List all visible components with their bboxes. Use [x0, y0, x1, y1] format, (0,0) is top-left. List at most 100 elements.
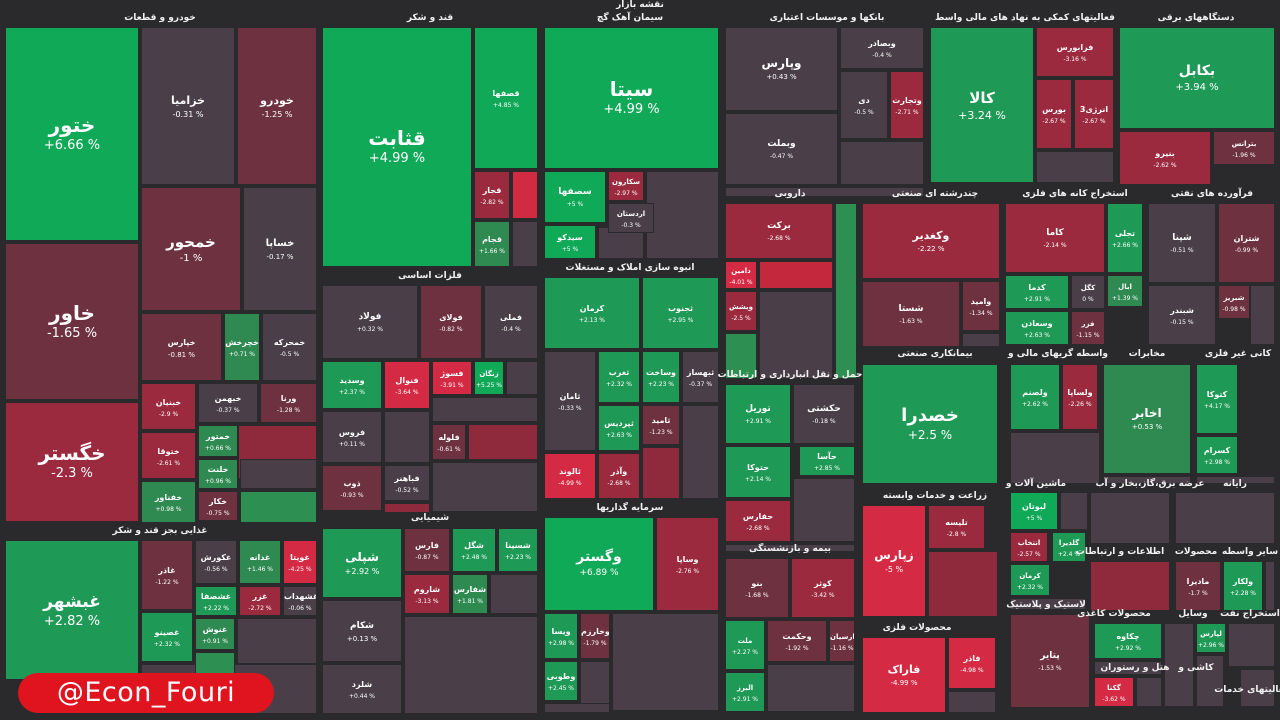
stock-tile[interactable]: وسعادن +2.63 % [1005, 311, 1069, 345]
stock-tile[interactable]: زنگان +5.25 % [474, 361, 504, 395]
market-tile-filler[interactable] [759, 291, 833, 379]
stock-tile[interactable]: خساپا -0.17 % [243, 187, 317, 311]
market-tile-filler[interactable] [725, 333, 757, 379]
stock-tile[interactable]: غبشهر +2.82 % [5, 540, 139, 680]
stock-tile[interactable]: ثاميد -1.23 % [642, 405, 680, 445]
market-tile-filler[interactable] [468, 424, 538, 460]
stock-tile[interactable]: غدانه +1.46 % [239, 540, 281, 584]
market-tile-filler[interactable] [642, 447, 680, 499]
market-tile-filler[interactable] [725, 187, 924, 197]
stock-tile[interactable]: ورنا -1.28 % [260, 383, 317, 423]
market-tile-filler[interactable] [240, 491, 317, 523]
stock-tile[interactable]: شپلی +2.92 % [322, 528, 402, 598]
market-tile-filler[interactable] [237, 618, 317, 664]
stock-tile[interactable]: وخارزم -1.79 % [580, 613, 610, 659]
stock-tile[interactable]: حکشتی -0.18 % [793, 384, 855, 444]
stock-tile[interactable]: لبوتان +5 % [1010, 492, 1058, 530]
market-tile-filler[interactable] [490, 574, 538, 614]
market-tile-filler[interactable] [793, 478, 855, 542]
market-tile-filler[interactable] [1228, 623, 1275, 667]
stock-tile[interactable]: وکغدیر -2.22 % [862, 203, 1000, 279]
stock-tile[interactable]: کرمان +2.32 % [1010, 564, 1050, 596]
stock-tile[interactable]: غشصفا +2.22 % [195, 586, 237, 616]
market-tile-filler[interactable] [1090, 492, 1170, 544]
stock-tile[interactable]: خمحور -1 % [141, 187, 241, 311]
stock-tile[interactable]: پارسیان -1.16 % [829, 620, 855, 662]
stock-tile[interactable]: شبریز -0.98 % [1218, 285, 1250, 319]
stock-tile[interactable]: وطوبی +2.45 % [544, 661, 578, 701]
stock-tile[interactable]: غویتا -4.25 % [283, 540, 317, 584]
stock-tile[interactable]: غنوش +0.91 % [195, 618, 235, 650]
stock-tile[interactable]: وپارس +0.43 % [725, 27, 838, 111]
stock-tile[interactable]: خفناور +0.98 % [141, 481, 196, 523]
stock-tile[interactable]: وحکمت -1.92 % [767, 620, 827, 662]
stock-tile[interactable]: وبملت -0.47 % [725, 113, 838, 185]
market-tile-filler[interactable] [1175, 492, 1275, 544]
stock-tile[interactable]: خپارس -0.81 % [141, 313, 222, 381]
stock-tile[interactable]: دی -0.5 % [840, 71, 888, 139]
stock-tile[interactable]: خکار -0.75 % [198, 491, 238, 521]
stock-tile[interactable]: خزامیا -0.31 % [141, 27, 235, 185]
stock-tile[interactable]: خصدرا +2.5 % [862, 364, 998, 484]
stock-tile[interactable]: شفارس +1.81 % [452, 574, 488, 614]
stock-tile[interactable]: غزر -2.72 % [239, 586, 281, 616]
stock-tile[interactable]: خاور -1.65 % [5, 243, 139, 400]
market-tile-filler[interactable] [1103, 476, 1191, 484]
stock-tile[interactable]: سیتا +4.99 % [544, 27, 719, 169]
stock-tile[interactable]: قثابت +4.99 % [322, 27, 472, 267]
stock-tile[interactable]: فارس -0.87 % [404, 528, 450, 572]
stock-tile[interactable]: بترانس -1.96 % [1213, 131, 1275, 165]
stock-tile[interactable]: زپارس -5 % [862, 505, 926, 617]
stock-tile[interactable]: ختوقا -2.61 % [141, 432, 196, 479]
stock-tile[interactable]: کرمان +2.13 % [544, 277, 640, 349]
stock-tile[interactable]: تجلی +2.66 % [1107, 203, 1143, 273]
market-tile-filler[interactable] [646, 171, 719, 259]
stock-tile[interactable]: فولای -0.82 % [420, 285, 482, 359]
stock-tile[interactable]: ولکار +2.28 % [1223, 561, 1263, 611]
market-tile-filler[interactable] [1010, 598, 1086, 610]
market-tile-filler[interactable] [1036, 151, 1114, 183]
market-tile-filler[interactable] [835, 203, 857, 379]
stock-tile[interactable]: فاذر -4.98 % [948, 637, 996, 689]
market-tile-filler[interactable] [948, 691, 996, 713]
stock-tile[interactable]: ثبهساز -0.37 % [682, 351, 719, 403]
stock-tile[interactable]: بنو -1.68 % [725, 558, 789, 618]
market-tile-filler[interactable] [506, 361, 538, 395]
market-tile-filler[interactable] [1164, 623, 1194, 707]
stock-tile[interactable]: لپارس +2.96 % [1196, 623, 1226, 653]
market-tile-filler[interactable] [1196, 655, 1224, 707]
stock-tile[interactable]: فسوژ -3.91 % [432, 361, 472, 395]
stock-tile[interactable]: پتایر -1.53 % [1010, 614, 1090, 708]
stock-tile[interactable]: کوثر -3.42 % [791, 558, 855, 618]
stock-tile[interactable]: خمتور +0.66 % [198, 425, 238, 457]
market-tile-filler[interactable] [682, 405, 719, 499]
market-tile-filler[interactable] [840, 141, 924, 185]
stock-tile[interactable]: گلدیرا +2.4 % [1052, 532, 1086, 562]
stock-tile[interactable]: قجام +1.66 % [474, 221, 510, 267]
stock-tile[interactable]: بنیرو -2.62 % [1119, 131, 1211, 185]
market-tile-filler[interactable] [1196, 476, 1275, 484]
market-tile-filler[interactable] [1240, 669, 1275, 707]
market-tile-filler[interactable] [759, 261, 833, 289]
stock-tile[interactable]: فولاد +0.32 % [322, 285, 418, 359]
stock-tile[interactable]: حفارس -2.68 % [725, 500, 791, 542]
stock-tile[interactable]: ثالوند -4.99 % [544, 453, 596, 499]
market-tile-filler[interactable] [1010, 432, 1100, 484]
stock-tile[interactable]: فملی -0.4 % [484, 285, 538, 359]
market-tile-filler[interactable] [1060, 492, 1088, 530]
stock-tile[interactable]: شلرد +0.44 % [322, 664, 402, 714]
stock-tile[interactable]: برکت -2.68 % [725, 203, 833, 259]
market-tile-filler[interactable] [544, 703, 610, 713]
stock-tile[interactable]: شتران -0.99 % [1218, 203, 1275, 283]
stock-tile[interactable]: فزر -1.15 % [1071, 311, 1105, 345]
stock-tile[interactable]: خودرو -1.25 % [237, 27, 317, 185]
stock-tile[interactable]: حتوکا +2.14 % [725, 446, 791, 498]
stock-tile[interactable]: وبصادر -0.4 % [840, 27, 924, 69]
stock-tile[interactable]: وآذر -2.68 % [598, 453, 640, 499]
stock-tile[interactable]: چکاوه +2.92 % [1094, 623, 1162, 659]
stock-tile[interactable]: ولساپا -2.26 % [1062, 364, 1098, 430]
market-tile-filler[interactable] [404, 616, 538, 714]
stock-tile[interactable]: گکنا -3.62 % [1094, 677, 1134, 707]
stock-tile[interactable]: شپنا -0.51 % [1148, 203, 1216, 283]
market-tile-filler[interactable] [612, 613, 719, 711]
